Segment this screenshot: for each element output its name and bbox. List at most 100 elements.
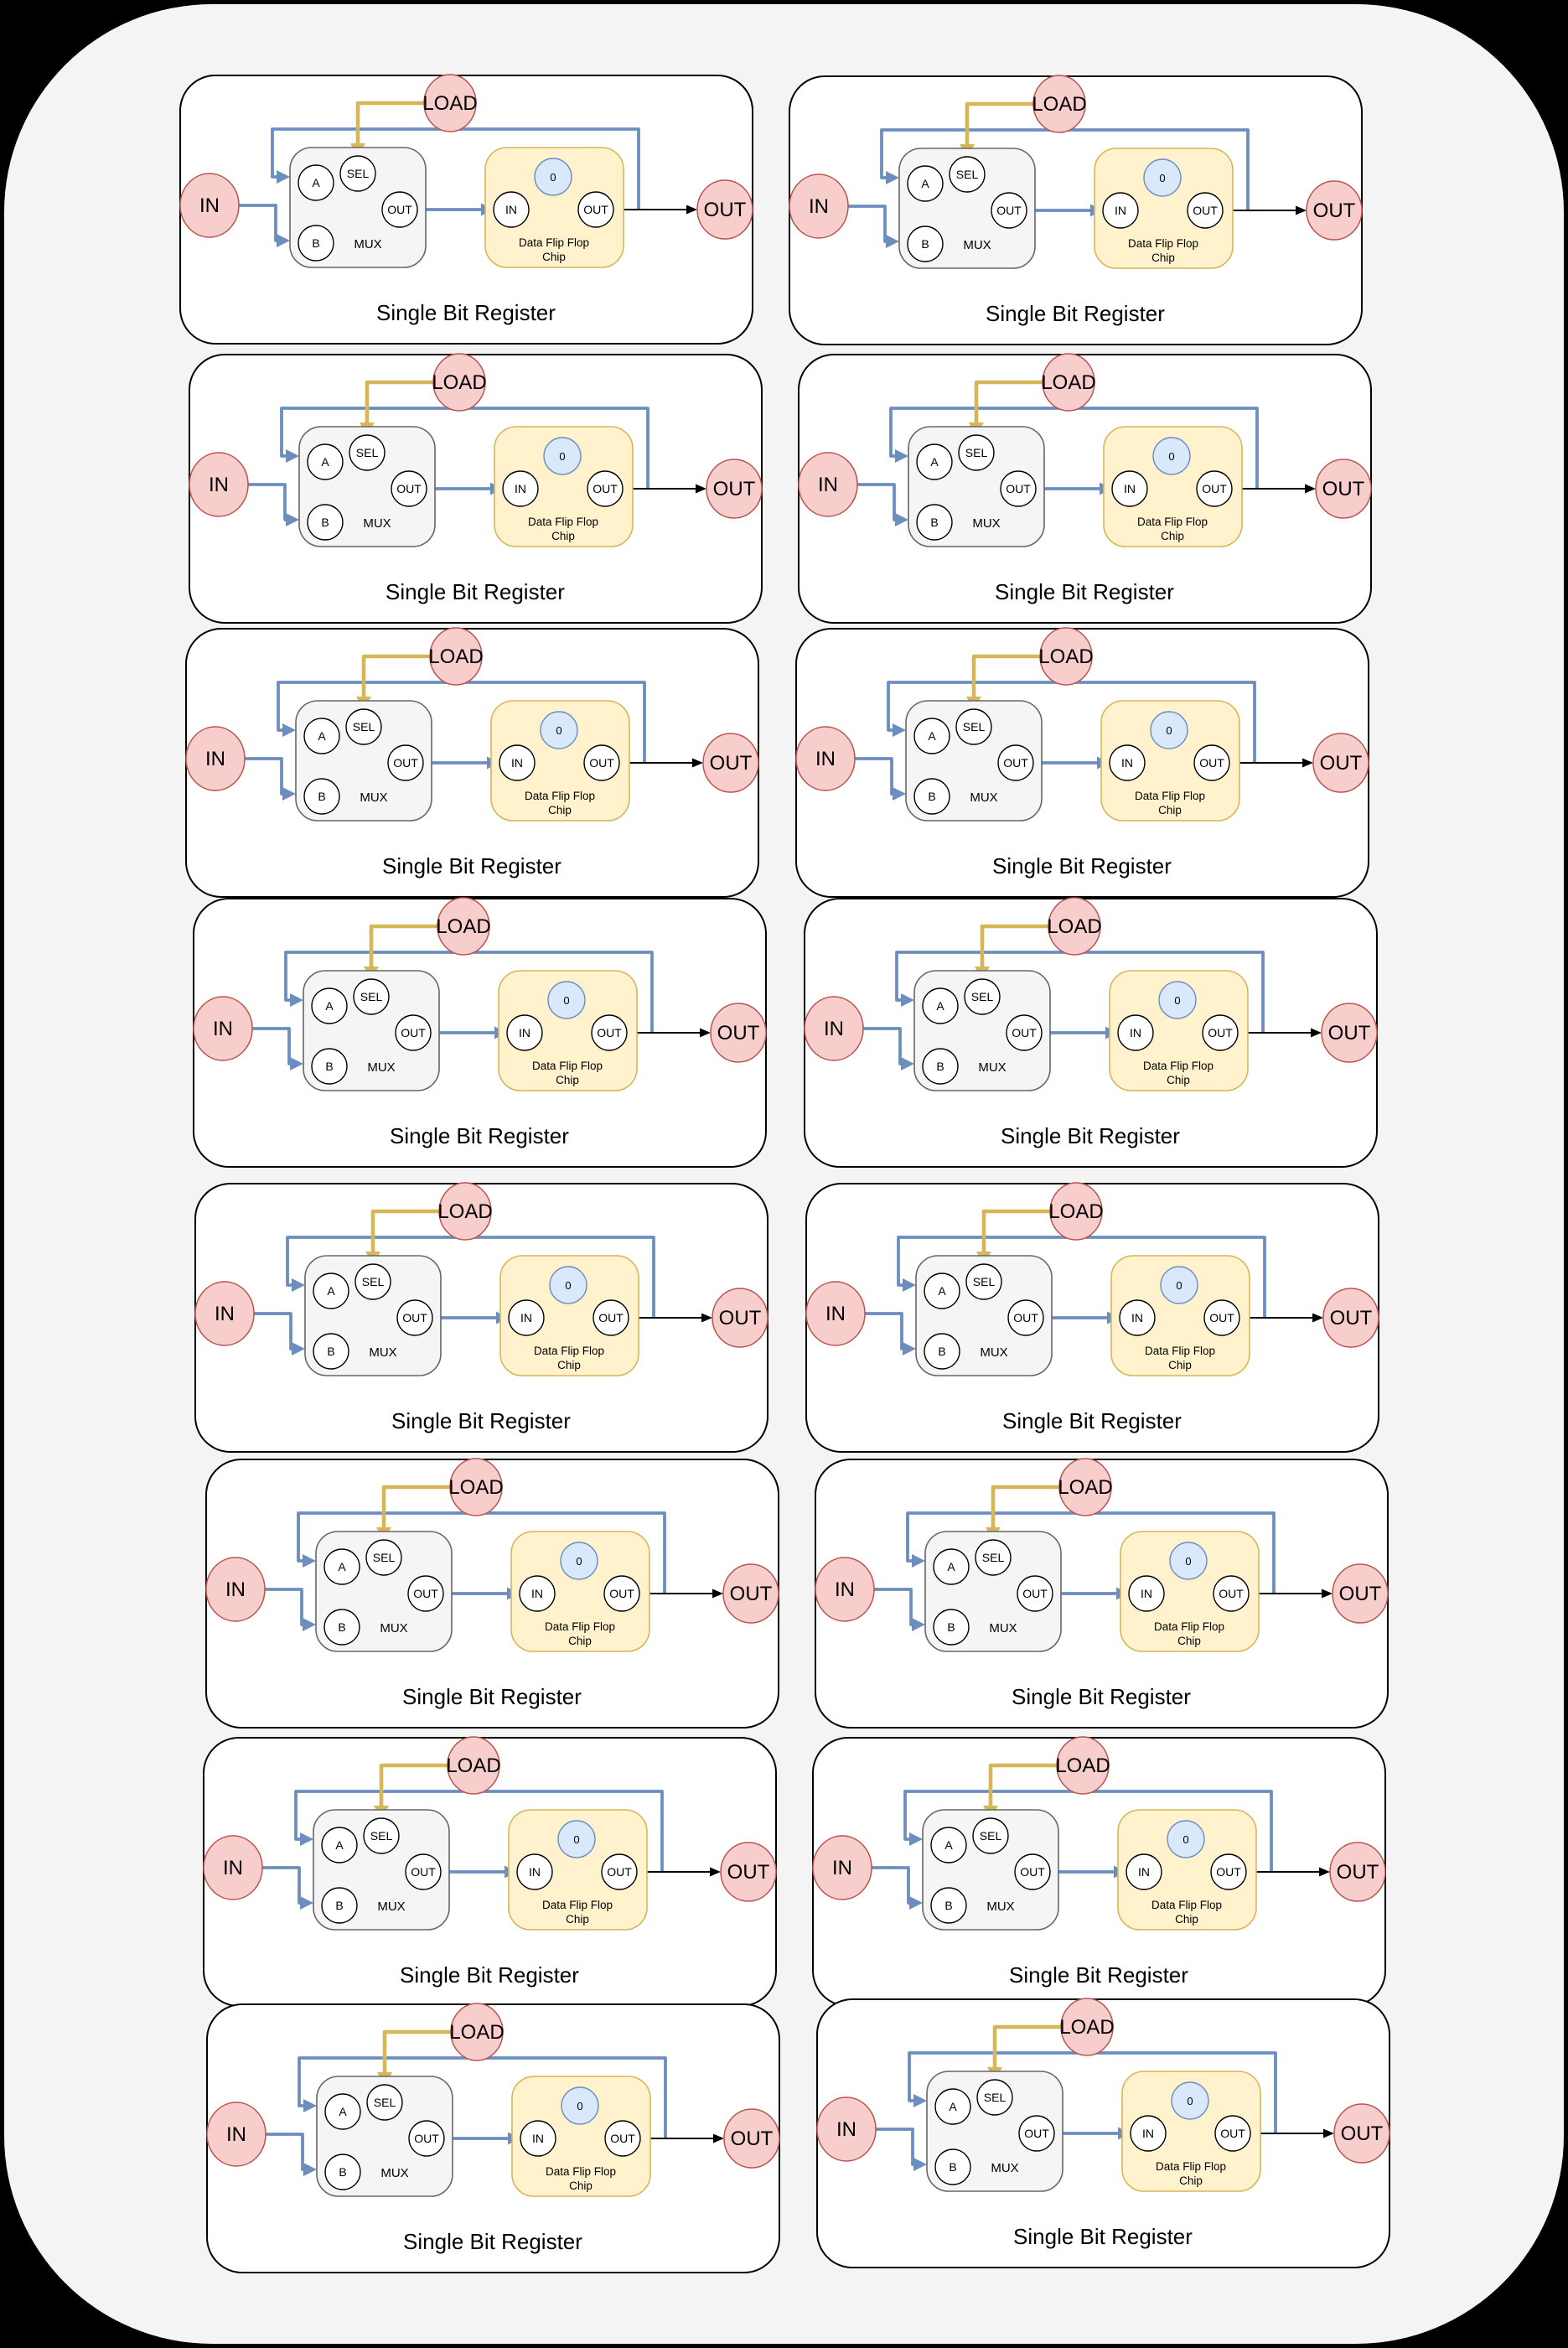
out-node bbox=[1332, 1563, 1389, 1624]
arrowhead-into-out-node bbox=[1296, 205, 1307, 215]
mux-port-sel bbox=[955, 708, 992, 745]
load-node bbox=[429, 627, 483, 686]
out-node bbox=[1333, 2103, 1390, 2164]
mux-port-a bbox=[933, 1548, 970, 1585]
mux-port-b bbox=[298, 225, 334, 262]
dff-label-line1: Data Flip Flop bbox=[1154, 1620, 1224, 1633]
mux-port-a bbox=[298, 164, 334, 201]
mux-port-sel bbox=[363, 1817, 400, 1854]
dff-port-out-label: OUT bbox=[597, 1026, 622, 1039]
register-title: Single Bit Register bbox=[391, 1408, 571, 1433]
dff-stored-value-circle bbox=[543, 437, 582, 475]
register-r7-c2: A SEL B OUT MUX 0 IN OUT Data Flip Flop … bbox=[812, 1736, 1386, 2007]
mux-port-b-label: B bbox=[312, 236, 319, 250]
dff-stored-value: 0 bbox=[550, 171, 556, 184]
dff-label-line2: Chip bbox=[551, 530, 575, 542]
mux-port-out-label: OUT bbox=[402, 1311, 427, 1324]
mux-label: MUX bbox=[980, 1345, 1007, 1360]
wire-load-to-mux-sel bbox=[355, 101, 424, 145]
register-r2-c2: A SEL B OUT MUX 0 IN OUT Data Flip Flop … bbox=[798, 353, 1372, 624]
dff-stored-value: 0 bbox=[565, 1279, 571, 1292]
out-node-label: OUT bbox=[704, 199, 747, 221]
in-node-label: IN bbox=[223, 1857, 243, 1879]
dff-stored-value-circle bbox=[540, 711, 578, 749]
dff-port-in-label: IN bbox=[505, 203, 517, 216]
mux-port-sel-label: SEL bbox=[356, 446, 379, 459]
mux-port-out bbox=[1014, 1853, 1051, 1890]
mux-port-sel-label: SEL bbox=[347, 167, 370, 180]
dff-port-in-label: IN bbox=[532, 2132, 544, 2145]
arrowhead-into-out-node bbox=[712, 1589, 723, 1599]
arrowhead-feedback-into-mux-a bbox=[282, 723, 296, 737]
arrowhead-feedback-into-mux-a bbox=[303, 1554, 316, 1568]
load-node-label: LOAD bbox=[1055, 1755, 1110, 1777]
dff-stored-value: 0 bbox=[559, 450, 565, 463]
mux-port-sel-label: SEL bbox=[374, 2096, 396, 2109]
out-node bbox=[696, 179, 753, 240]
load-node-label: LOAD bbox=[432, 371, 486, 394]
dff-port-in bbox=[493, 191, 530, 228]
wire-load-to-mux-sel bbox=[991, 1485, 1059, 1529]
dff-body bbox=[1120, 1531, 1260, 1652]
mux-port-sel bbox=[345, 708, 382, 745]
arrowhead-feedback-into-mux-a bbox=[895, 449, 908, 463]
mux-port-b-label: B bbox=[938, 1345, 945, 1358]
mux-port-sel bbox=[958, 434, 995, 471]
mux-port-out bbox=[1007, 1299, 1044, 1336]
mux-port-out-label: OUT bbox=[1003, 756, 1028, 770]
dff-stored-value-circle bbox=[560, 1542, 598, 1580]
load-node-label: LOAD bbox=[1058, 1476, 1112, 1499]
out-node bbox=[706, 459, 763, 519]
mux-port-sel bbox=[975, 1539, 1012, 1576]
arrowhead-in-into-mux-b bbox=[913, 2158, 927, 2171]
mux-port-b-label: B bbox=[930, 516, 938, 529]
dff-label-line1: Data Flip Flop bbox=[1156, 2160, 1226, 2173]
arrowhead-feedback-into-mux-a bbox=[913, 2094, 927, 2107]
mux-port-sel-label: SEL bbox=[984, 2091, 1007, 2104]
mux-port-sel bbox=[949, 156, 986, 193]
load-node bbox=[1042, 353, 1095, 412]
mux-port-a bbox=[916, 443, 953, 480]
mux-port-b bbox=[913, 778, 950, 815]
mux-block: A SEL B OUT MUX bbox=[315, 1531, 453, 1652]
dff-port-out-label: OUT bbox=[583, 203, 608, 216]
dff-port-in-label: IN bbox=[1142, 2127, 1154, 2140]
dff-port-in-label: IN bbox=[1124, 482, 1136, 495]
dff-body bbox=[1103, 426, 1243, 547]
load-node-label: LOAD bbox=[448, 1476, 503, 1499]
in-node bbox=[805, 1281, 866, 1346]
arrowhead-in-into-mux-b bbox=[903, 1342, 916, 1355]
dff-port-out bbox=[587, 470, 624, 507]
out-node-label: OUT bbox=[719, 1307, 762, 1329]
mux-port-out bbox=[991, 192, 1027, 229]
mux-port-a-label: A bbox=[339, 2105, 347, 2118]
dff-stored-value-circle bbox=[1152, 437, 1191, 475]
in-node-label: IN bbox=[209, 474, 229, 496]
mux-port-a bbox=[934, 2088, 971, 2125]
in-node bbox=[206, 2102, 267, 2167]
mux-port-sel bbox=[365, 1539, 402, 1576]
in-node bbox=[189, 452, 249, 517]
dff-port-out bbox=[601, 1853, 638, 1890]
mux-port-b-label: B bbox=[321, 516, 329, 529]
mux-block: A SEL B OUT MUX bbox=[915, 1255, 1053, 1376]
mux-port-out-label: OUT bbox=[411, 1865, 436, 1879]
out-node-label: OUT bbox=[1313, 200, 1356, 222]
mux-port-b bbox=[930, 1887, 967, 1924]
load-node-label: LOAD bbox=[1047, 915, 1101, 938]
register-r1-c1: A SEL B OUT MUX 0 IN OUT Data Flip Flop … bbox=[179, 74, 753, 345]
arrowhead-into-out-node bbox=[700, 1028, 711, 1038]
mux-port-out bbox=[407, 1575, 444, 1612]
dff-port-in bbox=[519, 1575, 556, 1612]
register-title: Single Bit Register bbox=[382, 853, 561, 879]
register-r6-c2: A SEL B OUT MUX 0 IN OUT Data Flip Flop … bbox=[815, 1458, 1389, 1729]
mux-port-sel-label: SEL bbox=[982, 1551, 1005, 1564]
mux-port-out-label: OUT bbox=[413, 1587, 438, 1600]
dff-stored-value: 0 bbox=[563, 994, 569, 1007]
in-node-label: IN bbox=[832, 1857, 852, 1879]
dff-port-in bbox=[516, 1853, 553, 1890]
load-node-label: LOAD bbox=[1032, 93, 1086, 116]
mux-port-a bbox=[922, 987, 959, 1024]
dff-stored-value-circle bbox=[534, 158, 572, 196]
